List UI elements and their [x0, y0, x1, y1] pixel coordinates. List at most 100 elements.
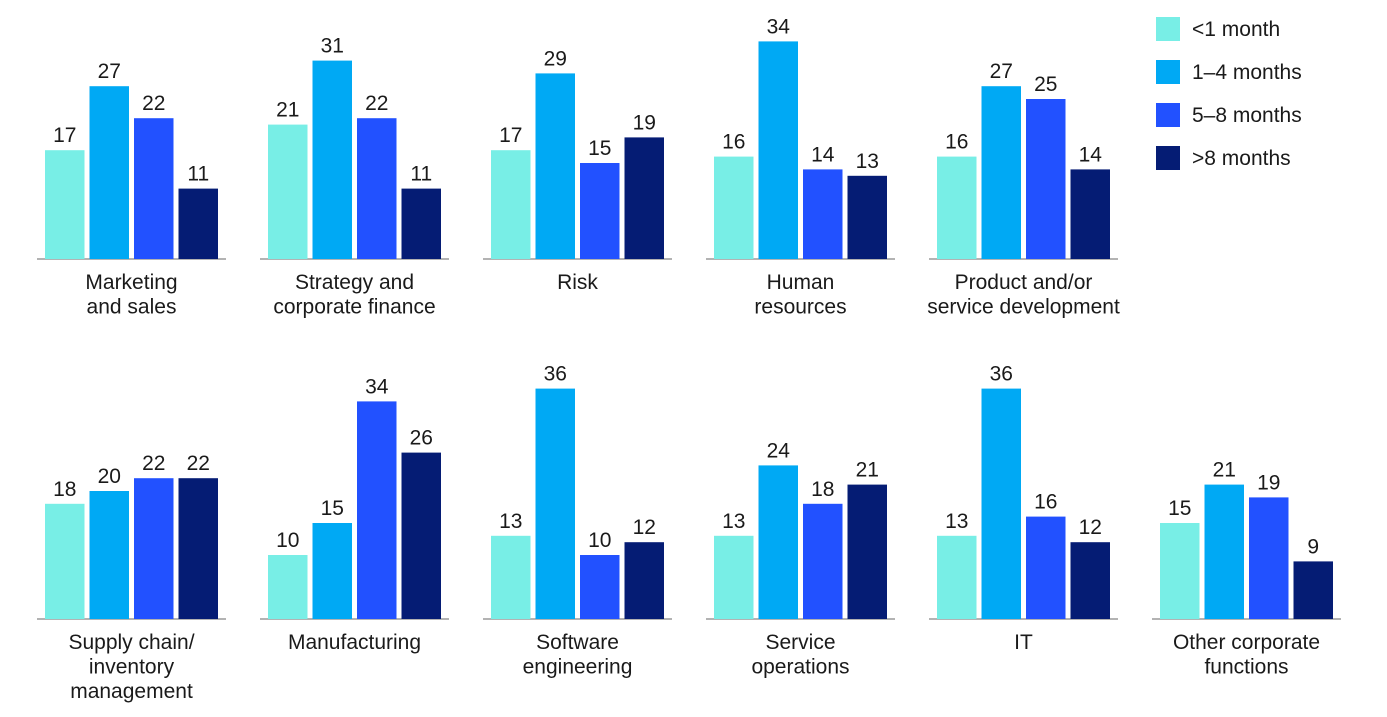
legend-label: <1 month	[1192, 18, 1280, 41]
bar	[847, 175, 887, 259]
legend-swatch	[1156, 60, 1180, 84]
category-label: Manufacturing	[288, 631, 421, 654]
bar	[758, 465, 798, 619]
bar-value-label: 31	[321, 35, 344, 58]
bar	[134, 118, 174, 259]
bar	[491, 535, 531, 619]
legend-swatch	[1156, 17, 1180, 41]
bar	[758, 41, 798, 260]
bar	[491, 150, 531, 259]
bar-value-label: 11	[187, 163, 209, 186]
category-label: management	[70, 680, 193, 703]
bar-value-label: 18	[53, 478, 76, 501]
bar-value-label: 25	[1034, 73, 1057, 96]
category-label: operations	[751, 656, 849, 679]
panel: 17 29 15 19 Risk	[483, 47, 672, 294]
bar	[937, 535, 977, 619]
bar	[1070, 169, 1110, 259]
legend-item: 5–8 months	[1156, 103, 1302, 127]
category-label: engineering	[523, 656, 633, 679]
bar	[312, 523, 352, 619]
category-label: Strategy and	[295, 271, 414, 294]
bar	[357, 401, 397, 619]
legend-item: >8 months	[1156, 146, 1291, 170]
bar-value-label: 11	[410, 163, 432, 186]
category-label: Other corporate	[1173, 631, 1320, 654]
bar	[89, 86, 129, 259]
bar-value-label: 15	[588, 137, 611, 160]
bar	[89, 491, 129, 619]
bar-value-label: 22	[142, 452, 165, 475]
bar	[178, 188, 218, 259]
bar-value-label: 36	[544, 363, 567, 386]
bar	[714, 156, 754, 259]
bar	[357, 118, 397, 259]
bar	[847, 484, 887, 619]
legend-swatch	[1156, 103, 1180, 127]
bar	[268, 555, 308, 619]
category-label: service development	[927, 296, 1120, 319]
bar	[178, 478, 218, 619]
legend-swatch	[1156, 146, 1180, 170]
bar-value-label: 21	[276, 99, 299, 122]
category-label: Service	[765, 631, 835, 654]
legend-label: 1–4 months	[1192, 61, 1302, 84]
category-label: and sales	[87, 296, 177, 319]
bar-value-label: 20	[98, 465, 121, 488]
bar	[312, 60, 352, 259]
category-label: Product and/or	[955, 271, 1093, 294]
category-label: Risk	[557, 271, 598, 294]
bar	[268, 124, 308, 259]
bar-value-label: 17	[53, 124, 76, 147]
bar-value-label: 15	[321, 497, 344, 520]
bar-value-label: 36	[990, 363, 1013, 386]
bar-value-label: 19	[1257, 471, 1280, 494]
bar-value-label: 26	[410, 427, 433, 450]
bar-value-label: 22	[142, 92, 165, 115]
bar-value-label: 22	[187, 452, 210, 475]
bar-value-label: 13	[722, 510, 745, 533]
bar	[1160, 523, 1200, 619]
bar-value-label: 16	[945, 131, 968, 154]
bar-value-label: 22	[365, 92, 388, 115]
bar-value-label: 9	[1307, 535, 1319, 558]
bar-value-label: 14	[1079, 143, 1103, 166]
bar-value-label: 27	[98, 60, 121, 83]
bar-value-label: 29	[544, 47, 567, 70]
bar	[580, 163, 620, 259]
bar-value-label: 34	[365, 375, 389, 398]
bar-value-label: 27	[990, 60, 1013, 83]
bar	[535, 388, 575, 619]
bar-value-label: 24	[767, 439, 791, 462]
bar-value-label: 21	[856, 459, 879, 482]
bar-value-label: 15	[1168, 497, 1191, 520]
panel: 13 36 16 12 IT	[929, 363, 1118, 654]
category-label: functions	[1204, 656, 1288, 679]
bar-value-label: 16	[1034, 491, 1057, 514]
bar	[803, 503, 843, 619]
bar	[803, 169, 843, 259]
legend-item: 1–4 months	[1156, 60, 1302, 84]
legend: <1 month 1–4 months 5–8 months >8 months	[1156, 17, 1302, 170]
category-label: resources	[754, 296, 846, 319]
bar	[1249, 497, 1289, 619]
category-label: inventory	[89, 656, 175, 679]
bar	[981, 86, 1021, 259]
bar-value-label: 17	[499, 124, 522, 147]
bar	[401, 188, 441, 259]
bar	[401, 452, 441, 619]
bar	[134, 478, 174, 619]
bar	[714, 535, 754, 619]
legend-label: 5–8 months	[1192, 104, 1302, 127]
category-label: IT	[1014, 631, 1033, 654]
bar	[1026, 516, 1066, 619]
